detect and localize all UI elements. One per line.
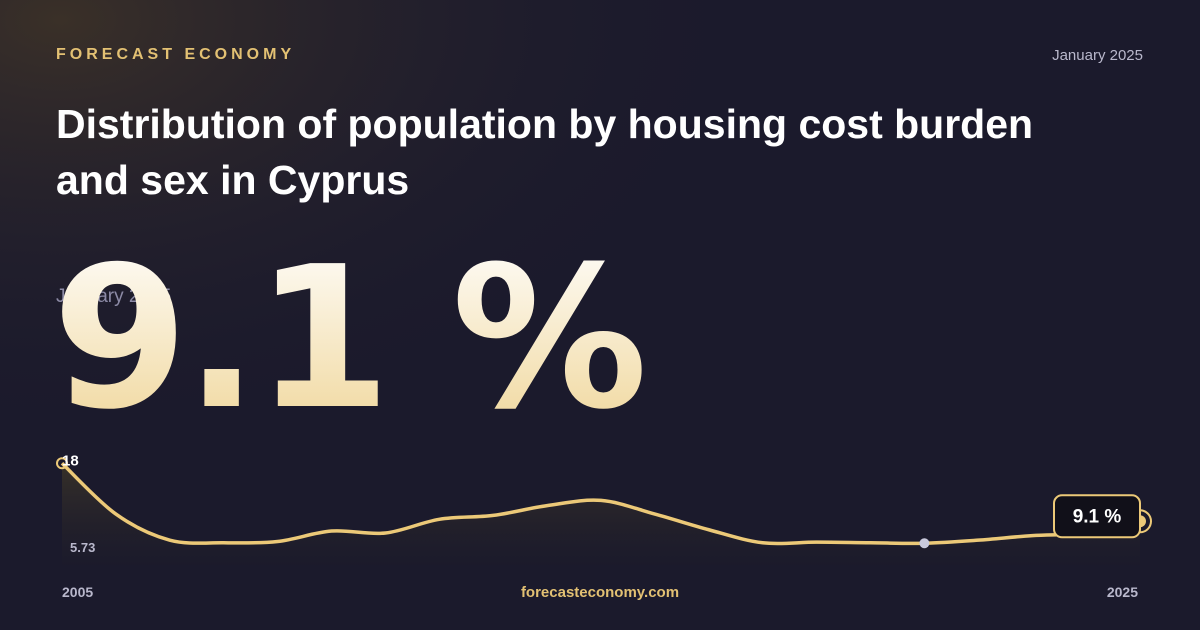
x-tick-label: 2005 (62, 584, 93, 600)
area (62, 463, 1140, 565)
title-box: Distribution of population by housing co… (56, 101, 1034, 203)
last-label: 9.1 % (1073, 506, 1122, 527)
max-marker (56, 457, 68, 470)
max-label: 18 (62, 452, 79, 469)
brand: FORECAST ECONOMY (56, 46, 295, 63)
x-tick-label: 2025 (1107, 584, 1138, 600)
footer: forecasteconomy.com (521, 584, 679, 601)
min-marker (919, 538, 930, 549)
min-label: 5.73 (70, 540, 95, 555)
last-badge (1053, 494, 1141, 539)
date-faint: January 2025 (56, 286, 171, 307)
headline-value: 9.1 % (52, 225, 644, 453)
date: January 2025 (1052, 47, 1143, 64)
line (60, 461, 1141, 546)
chart-title: Distribution of population by housing co… (56, 101, 1034, 203)
